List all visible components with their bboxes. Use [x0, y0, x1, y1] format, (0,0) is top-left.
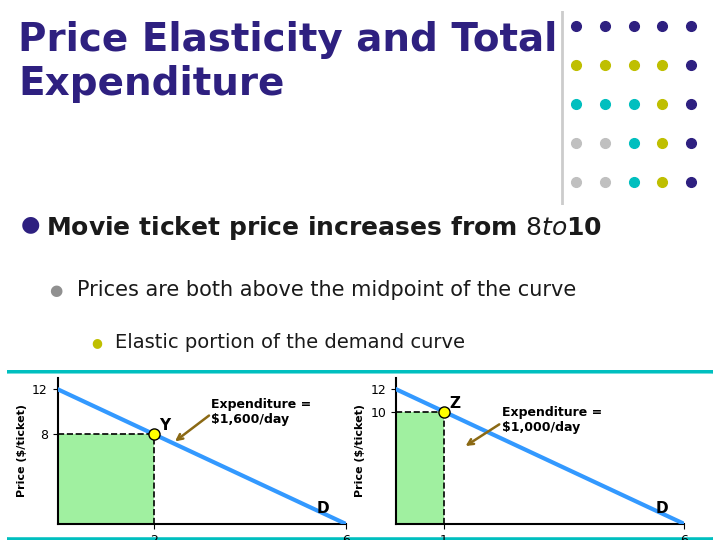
Text: ●: ● — [49, 385, 63, 400]
Text: Price Elasticity and Total
Expenditure: Price Elasticity and Total Expenditure — [19, 21, 558, 103]
Text: ●: ● — [91, 336, 102, 349]
Text: Prices are both above the midpoint of the curve: Prices are both above the midpoint of th… — [77, 280, 576, 300]
Text: ●: ● — [49, 283, 63, 298]
FancyBboxPatch shape — [0, 371, 720, 540]
Y-axis label: Price ($/ticket): Price ($/ticket) — [355, 404, 365, 497]
Text: ●: ● — [21, 214, 40, 234]
Y-axis label: Price ($/ticket): Price ($/ticket) — [17, 404, 27, 497]
Text: Movie ticket price increases from $8 to $10: Movie ticket price increases from $8 to … — [45, 214, 602, 242]
Text: Expenditure =
$1,000/day: Expenditure = $1,000/day — [502, 406, 602, 434]
Text: Expenditure =
$1,600/day: Expenditure = $1,600/day — [211, 398, 312, 426]
Text: D: D — [655, 501, 668, 516]
Text: Y: Y — [159, 418, 171, 433]
Text: Elastic portion of the demand curve: Elastic portion of the demand curve — [115, 333, 465, 352]
Bar — [58, 434, 153, 524]
Bar — [396, 411, 444, 524]
Text: Z: Z — [450, 396, 461, 411]
Text: Total revenue decreases: Total revenue decreases — [77, 381, 364, 401]
Text: D: D — [317, 501, 330, 516]
